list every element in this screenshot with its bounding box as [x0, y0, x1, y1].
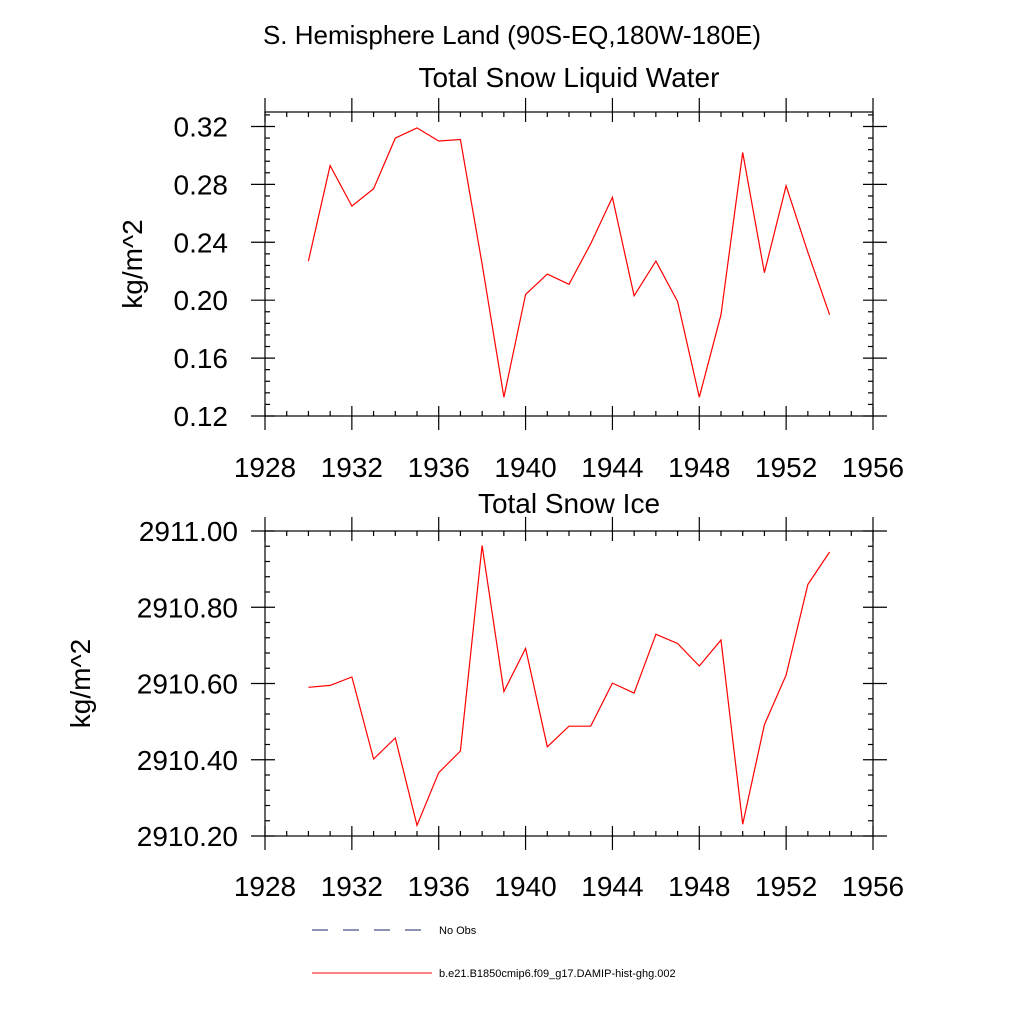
x-tick-label: 1936 — [408, 452, 470, 483]
y-tick-label: 2911.00 — [139, 516, 238, 547]
x-tick-label: 1944 — [581, 452, 643, 483]
y-tick-label: 0.24 — [174, 227, 229, 258]
x-tick-label: 1940 — [494, 452, 556, 483]
x-tick-label: 1928 — [234, 452, 296, 483]
legend-label: No Obs — [439, 925, 477, 937]
y-tick-label: 0.28 — [174, 169, 229, 200]
y-tick-label: 2910.20 — [137, 821, 238, 852]
x-tick-label: 1928 — [234, 871, 296, 902]
y-axis-label: kg/m^2 — [117, 219, 148, 308]
panel-title: Total Snow Ice — [478, 488, 660, 519]
y-tick-label: 0.20 — [174, 285, 229, 316]
x-tick-label: 1948 — [668, 452, 730, 483]
x-tick-label: 1944 — [581, 871, 643, 902]
legend: No Obs b.e21.B1850cmip6.f09_g17.DAMIP-his… — [312, 925, 676, 980]
x-tick-label: 1956 — [842, 452, 904, 483]
series-line — [307, 127, 831, 398]
y-tick-label: 2910.40 — [137, 745, 238, 776]
x-tick-label: 1940 — [494, 871, 556, 902]
x-tick-label: 1952 — [755, 452, 817, 483]
y-tick-label: 0.12 — [174, 401, 229, 432]
x-tick-label: 1936 — [408, 871, 470, 902]
x-tick-label: 1956 — [842, 871, 904, 902]
legend-item-1: No Obs — [312, 925, 477, 937]
x-tick-label: 1952 — [755, 871, 817, 902]
x-tick-label: 1948 — [668, 871, 730, 902]
legend-item-2: b.e21.B1850cmip6.f09_g17.DAMIP-hist-ghg.… — [312, 968, 676, 980]
y-tick-label: 2910.80 — [137, 592, 238, 623]
y-tick-label: 0.32 — [174, 111, 229, 142]
y-tick-label: 2910.60 — [137, 669, 238, 700]
x-tick-label: 1932 — [321, 871, 383, 902]
chart-panels: Total Snow Liquid Water 1928 1932 1936 1940 1… — [65, 62, 904, 902]
panel-title: Total Snow Liquid Water — [419, 62, 720, 93]
legend-label: b.e21.B1850cmip6.f09_g17.DAMIP-hist-ghg.… — [439, 968, 676, 980]
chart-panel-1: Total Snow Liquid Water 1928 1932 1936 1940 1… — [117, 62, 904, 483]
plot-frame — [264, 111, 874, 417]
chart-panel-2: Total Snow Ice 1928 1932 1936 1940 1944 1948 19… — [65, 488, 904, 902]
y-axis-label: kg/m^2 — [65, 639, 96, 728]
y-tick-label: 0.16 — [174, 343, 229, 374]
x-tick-label: 1932 — [321, 452, 383, 483]
page-title: S. Hemisphere Land (90S-EQ,180W-180E) — [263, 20, 761, 50]
series-line — [308, 545, 831, 828]
